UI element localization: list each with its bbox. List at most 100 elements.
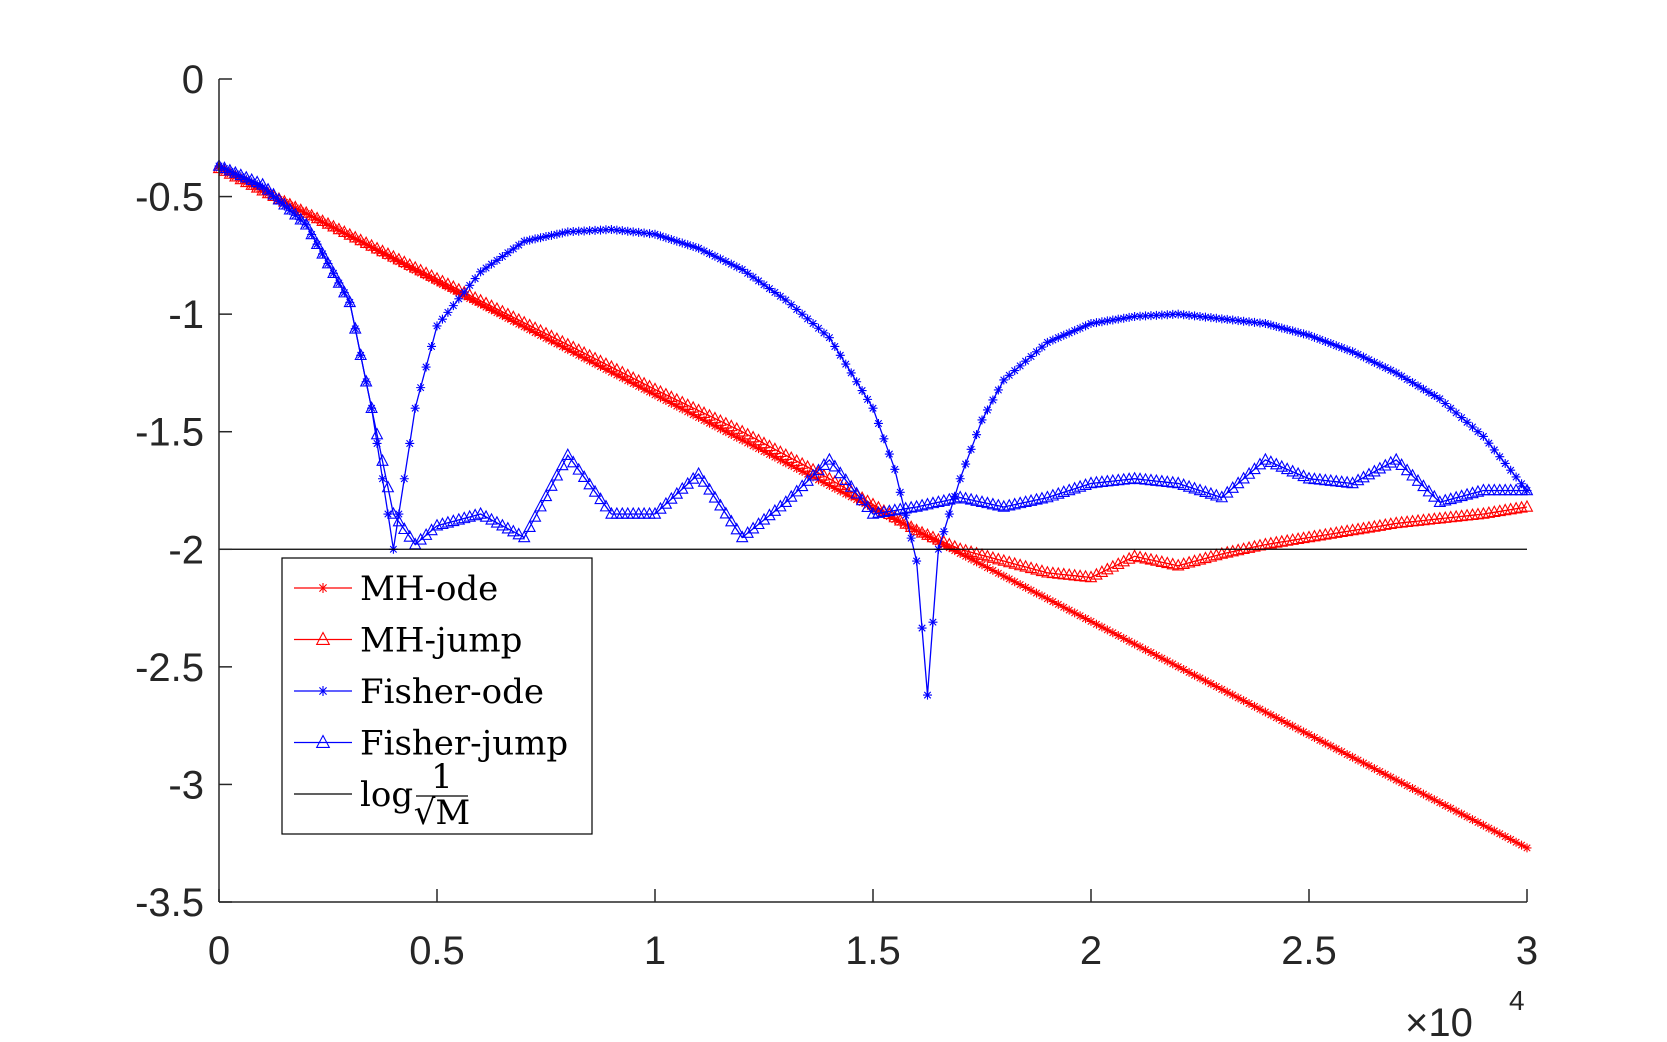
data-point bbox=[1495, 452, 1505, 462]
data-point bbox=[846, 368, 856, 378]
data-point bbox=[430, 518, 444, 531]
data-point bbox=[1429, 391, 1439, 401]
data-point bbox=[988, 395, 998, 405]
data-point bbox=[1042, 594, 1052, 604]
data-point bbox=[492, 255, 502, 265]
data-point bbox=[1097, 317, 1107, 327]
data-point bbox=[1353, 755, 1363, 765]
data-point bbox=[797, 309, 807, 319]
data-point bbox=[541, 232, 551, 242]
data-point bbox=[399, 474, 409, 484]
data-point bbox=[1473, 817, 1483, 827]
data-point bbox=[1064, 328, 1074, 338]
x-tick-label: 2.5 bbox=[1281, 929, 1337, 973]
data-point bbox=[841, 359, 851, 369]
data-point bbox=[1375, 360, 1385, 370]
data-point bbox=[452, 512, 466, 525]
data-point bbox=[824, 333, 834, 343]
data-point bbox=[1348, 347, 1358, 357]
data-point bbox=[447, 514, 460, 527]
data-point bbox=[563, 227, 573, 237]
data-point bbox=[1081, 614, 1091, 624]
data-point bbox=[795, 456, 809, 469]
data-point bbox=[523, 520, 536, 532]
data-point bbox=[1275, 459, 1289, 472]
data-point bbox=[890, 514, 900, 524]
data-point bbox=[1386, 365, 1396, 375]
data-point bbox=[1141, 311, 1150, 321]
data-point bbox=[735, 530, 749, 543]
data-point bbox=[1102, 316, 1112, 326]
data-point bbox=[1331, 744, 1341, 754]
data-point bbox=[1228, 315, 1238, 325]
data-point bbox=[835, 486, 845, 496]
data-point bbox=[1460, 487, 1474, 500]
data-point bbox=[1522, 843, 1532, 853]
data-point bbox=[519, 236, 529, 246]
data-point bbox=[1139, 551, 1152, 564]
data-point bbox=[645, 229, 655, 239]
data-point bbox=[1222, 314, 1232, 324]
data-point bbox=[1211, 313, 1221, 323]
data-point bbox=[855, 493, 869, 506]
data-point bbox=[710, 251, 720, 261]
data-point bbox=[501, 307, 515, 320]
data-point bbox=[443, 282, 453, 292]
data-point bbox=[1204, 486, 1218, 499]
data-point bbox=[1024, 561, 1038, 574]
data-point bbox=[283, 202, 297, 215]
data-point bbox=[1266, 710, 1276, 720]
data-point bbox=[1250, 701, 1259, 711]
data-point bbox=[790, 453, 804, 466]
data-point bbox=[1073, 479, 1087, 492]
data-point bbox=[403, 529, 417, 542]
data-point bbox=[568, 347, 578, 357]
data-point bbox=[1046, 488, 1060, 501]
data-point bbox=[1286, 464, 1299, 477]
data-point bbox=[1004, 574, 1014, 584]
data-point bbox=[1489, 826, 1499, 836]
data-point bbox=[1217, 684, 1227, 694]
data-point bbox=[726, 259, 736, 269]
data-point bbox=[1331, 341, 1341, 351]
data-point bbox=[463, 509, 477, 522]
data-point bbox=[1506, 465, 1516, 475]
data-point bbox=[594, 492, 607, 505]
data-point bbox=[1217, 314, 1227, 324]
data-point bbox=[1429, 795, 1439, 805]
data-point bbox=[977, 560, 987, 570]
data-point bbox=[1070, 608, 1080, 618]
data-point bbox=[895, 517, 905, 527]
data-point bbox=[441, 277, 455, 290]
data-point bbox=[1162, 656, 1172, 666]
data-point bbox=[1233, 693, 1243, 703]
data-point bbox=[1440, 398, 1450, 408]
data-point bbox=[1500, 458, 1510, 468]
data-point bbox=[1457, 809, 1467, 819]
legend-marker bbox=[318, 686, 328, 696]
data-point bbox=[1108, 628, 1118, 638]
data-point bbox=[354, 348, 368, 361]
data-point bbox=[721, 257, 731, 267]
data-point bbox=[1233, 316, 1243, 326]
data-point bbox=[1108, 315, 1118, 325]
data-point bbox=[774, 445, 787, 458]
data-point bbox=[239, 170, 253, 183]
data-point bbox=[321, 216, 335, 229]
data-point bbox=[692, 403, 705, 416]
data-point bbox=[617, 373, 627, 383]
data-point bbox=[588, 484, 602, 497]
data-point bbox=[1211, 682, 1221, 692]
data-point bbox=[430, 271, 444, 284]
data-point bbox=[846, 492, 856, 502]
data-point bbox=[884, 449, 894, 459]
data-point bbox=[1362, 467, 1376, 480]
data-point bbox=[365, 238, 378, 251]
data-point bbox=[414, 263, 427, 276]
data-point bbox=[703, 408, 716, 421]
data-point bbox=[808, 319, 818, 329]
data-point bbox=[332, 275, 346, 288]
data-point bbox=[1193, 552, 1207, 565]
data-point bbox=[1002, 555, 1016, 568]
data-point bbox=[1413, 786, 1423, 796]
